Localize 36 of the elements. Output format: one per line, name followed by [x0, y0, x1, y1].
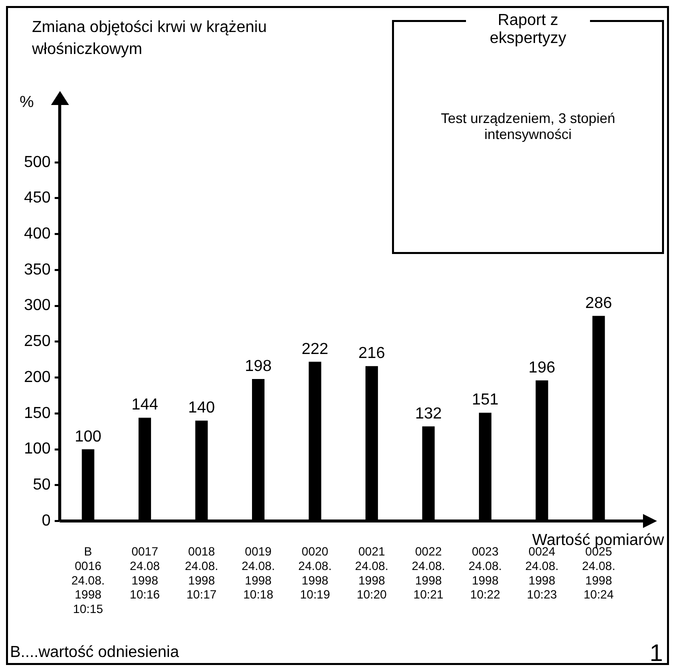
data-label: 132 — [415, 405, 442, 422]
data-label: 100 — [74, 428, 102, 446]
text: Raport z ekspertyzy — [466, 12, 590, 48]
y-tick-label: 400 — [24, 226, 51, 243]
y-tick-label: 50 — [32, 476, 51, 494]
x-tick-label: 0023 24.08. 1998 10:22 — [468, 544, 502, 602]
y-axis-title: % — [20, 94, 34, 111]
data-label: 144 — [131, 396, 158, 414]
x-tick-label: 0022 24.08. 1998 10:21 — [412, 544, 446, 602]
x-tick-label: 0019 24.08. 1998 10:18 — [242, 544, 275, 602]
annotation: Test urządzeniem, 3 stopień intensywności — [440, 110, 616, 142]
x-tick-label: 0024 24.08. 1998 10:23 — [525, 544, 559, 602]
x-tick-label: 0018 24.08. 1998 10:17 — [184, 544, 218, 602]
y-tick-label: 100 — [24, 440, 51, 458]
x-tick-label: 0020 24.08. 1998 10:19 — [298, 544, 332, 602]
y-tick-label: 350 — [24, 261, 51, 278]
data-label: 222 — [302, 340, 328, 358]
text: B....wartość odniesienia — [10, 644, 179, 662]
y-tick-label: 500 — [24, 154, 51, 171]
data-label: 140 — [188, 400, 215, 417]
x-tick-label: 0021 24.08. 1998 10:20 — [355, 544, 388, 602]
y-tick-label: 300 — [24, 297, 51, 314]
chart-title: Zmiana objętości krwi w krążeniu włośniczkowym — [31, 19, 267, 58]
data-label: 198 — [244, 358, 272, 375]
data-label: 216 — [358, 345, 386, 362]
y-tick-label: 0 — [42, 512, 51, 530]
x-tick-label: B 0016 24.08. 1998 10:15 — [71, 544, 105, 616]
data-label: 196 — [528, 359, 556, 376]
data-label: 151 — [472, 392, 499, 409]
x-tick-label: 0017 24.08 1998 10:16 — [130, 544, 160, 602]
y-tick-label: 450 — [24, 190, 51, 207]
data-label: 286 — [585, 294, 612, 312]
y-tick-label: 150 — [24, 404, 51, 422]
y-tick-label: 200 — [24, 368, 51, 386]
y-tick-label: 250 — [24, 333, 51, 350]
text: 1 — [650, 640, 663, 668]
